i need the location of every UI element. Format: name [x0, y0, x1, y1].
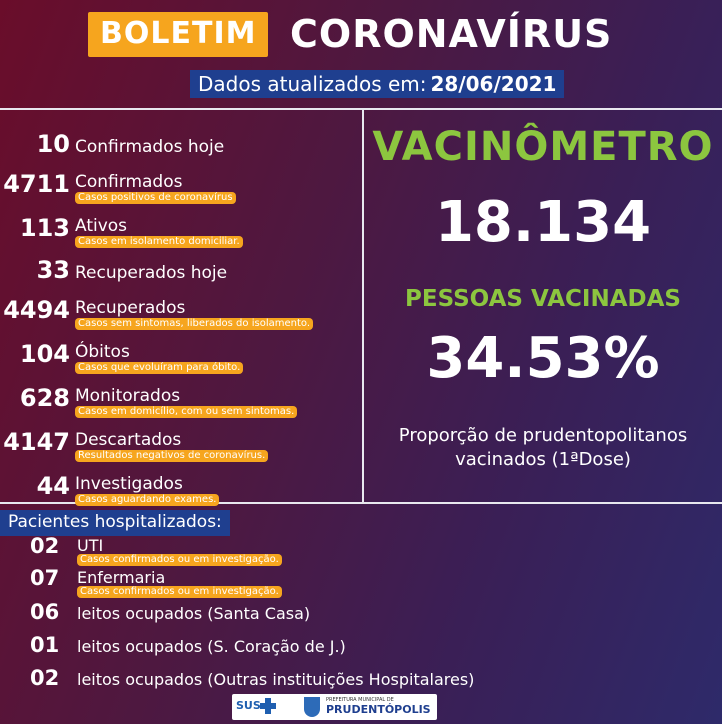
hospital-number: 02 [30, 534, 60, 558]
header: BOLETIM CORONAVÍRUS Dados atualizados em… [0, 0, 722, 110]
stat-label: Ativos [75, 216, 128, 236]
description-line-2: vacinados (1ªDose) [455, 449, 631, 470]
stat-ativos: 113 Ativos Casos em isolamento domicilia… [0, 214, 360, 254]
stat-number: 113 [19, 214, 70, 242]
hospital-title: Pacientes hospitalizados: [0, 510, 230, 536]
stat-recuperados: 4494 Recuperados Casos sem sintomas, lib… [0, 296, 360, 336]
stat-obitos: 104 Óbitos Casos que evoluíram para óbit… [0, 340, 360, 380]
stat-monitorados: 628 Monitorados Casos em domicílio, com … [0, 384, 360, 424]
hospital-label: UTI [77, 536, 104, 555]
title-boletim: BOLETIM [88, 12, 269, 57]
stat-confirmados-hoje: 10 Confirmados hoje [0, 130, 360, 170]
hospital-sub: Casos confirmados ou em investigação. [77, 554, 282, 566]
description-line-1: Proporção de prudentopolitanos [398, 425, 688, 446]
city-crest-icon [304, 697, 320, 717]
stat-label: Monitorados [75, 386, 181, 406]
hospital-label: leitos ocupados (Santa Casa) [77, 604, 311, 623]
stat-descartados: 4147 Descartados Resultados negativos de… [0, 428, 360, 468]
stat-number: 4711 [3, 170, 70, 198]
stat-number: 104 [19, 340, 70, 368]
prefeitura-name: PRUDENTÓPOLIS [326, 703, 431, 716]
footer-logos: SUS PREFEITURA MUNICIPAL DE PRUDENTÓPOLI… [232, 694, 437, 720]
stat-sub: Casos sem sintomas, liberados do isolame… [75, 318, 313, 330]
stat-number: 10 [36, 130, 70, 158]
date-label: Dados atualizados em: [198, 72, 427, 96]
vaccinated-percent: 34.53% [426, 326, 660, 391]
date-bar: Dados atualizados em: 28/06/2021 [190, 70, 565, 98]
hospital-row-santa-casa: 06 leitos ocupados (Santa Casa) [0, 600, 722, 634]
vaccinated-count: 18.134 [434, 190, 652, 255]
vaccinated-description: Proporção de prudentopolitanos vacinados… [364, 424, 722, 472]
hospital-number: 06 [30, 600, 60, 624]
divider-vertical [362, 108, 364, 502]
stat-label: Confirmados hoje [75, 137, 225, 157]
stat-number: 4494 [3, 296, 70, 324]
hospital-row-enfermaria: 07 Enfermaria Casos confirmados ou em in… [0, 566, 722, 600]
date-value: 28/06/2021 [430, 72, 557, 96]
stat-label: Confirmados [75, 172, 183, 192]
hospital-label: leitos ocupados (S. Coração de J.) [77, 637, 346, 656]
stat-sub: Casos positivos de coronavírus [75, 192, 236, 204]
hospital-row-outras: 02 leitos ocupados (Outras instituições … [0, 666, 722, 700]
hospital-label: leitos ocupados (Outras instituições Hos… [77, 670, 475, 689]
stat-label: Investigados [75, 474, 183, 494]
stat-investigados: 44 Investigados Casos aguardando exames. [0, 472, 360, 512]
stat-sub: Casos que evoluíram para óbito. [75, 362, 244, 374]
stat-label: Descartados [75, 430, 182, 450]
hospital-sub: Casos confirmados ou em investigação. [77, 586, 282, 598]
stat-number: 628 [19, 384, 70, 412]
vaccinated-subtitle: PESSOAS VACINADAS [405, 286, 681, 312]
stat-sub: Casos em domicílio, com ou sem sintomas. [75, 406, 298, 418]
stat-sub: Casos aguardando exames. [75, 494, 220, 506]
sus-cross-icon [260, 698, 276, 714]
title-coronavirus: CORONAVÍRUS [290, 12, 613, 56]
stat-label: Óbitos [75, 342, 130, 362]
sus-logo: SUS [236, 699, 261, 712]
stat-number: 4147 [3, 428, 70, 456]
stat-sub: Casos em isolamento domiciliar. [75, 236, 243, 248]
hospital-label: Enfermaria [77, 568, 166, 587]
stat-number: 33 [36, 256, 70, 284]
hospital-row-uti: 02 UTI Casos confirmados ou em investiga… [0, 534, 722, 568]
stat-label: Recuperados [75, 298, 186, 318]
divider-top [0, 108, 722, 110]
hospital-row-sagrado-coracao: 01 leitos ocupados (S. Coração de J.) [0, 633, 722, 667]
stat-recuperados-hoje: 33 Recuperados hoje [0, 256, 360, 296]
divider-middle [0, 502, 722, 504]
hospital-number: 07 [30, 566, 60, 590]
stat-label: Recuperados hoje [75, 263, 228, 283]
stat-confirmados: 4711 Confirmados Casos positivos de coro… [0, 170, 360, 210]
hospital-number: 01 [30, 633, 60, 657]
vacinometro-title: VACINÔMETRO [372, 124, 714, 170]
prefeitura-label: PREFEITURA MUNICIPAL DE [326, 697, 394, 703]
stat-sub: Resultados negativos de coronavírus. [75, 450, 269, 462]
hospital-number: 02 [30, 666, 60, 690]
stat-number: 44 [36, 472, 70, 500]
